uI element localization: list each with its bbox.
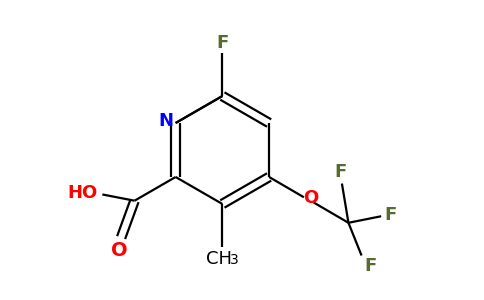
Text: O: O xyxy=(303,189,318,207)
Text: HO: HO xyxy=(67,184,97,202)
Text: CH: CH xyxy=(206,250,232,268)
Text: N: N xyxy=(158,112,173,130)
Text: F: F xyxy=(384,206,397,224)
Text: 3: 3 xyxy=(230,253,239,267)
Text: F: F xyxy=(216,34,228,52)
Text: O: O xyxy=(111,241,128,260)
Text: F: F xyxy=(334,163,347,181)
Text: F: F xyxy=(365,257,377,275)
